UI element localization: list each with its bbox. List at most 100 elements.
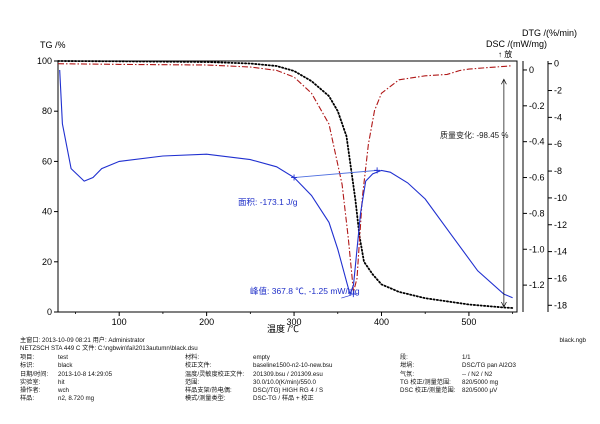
info-value: black	[58, 362, 73, 370]
dtg-tick-label: -4	[554, 112, 562, 122]
dtg-tick-label: -6	[554, 139, 562, 149]
info-value: test	[58, 354, 68, 361]
info-row: 样品: n2, 8.720 mg	[20, 395, 180, 403]
tg-tick-label: 40	[42, 207, 52, 217]
info-row: 日期/时间: 2013-10-8 14:29:05	[20, 371, 180, 379]
dsc-tick-label: 0	[529, 65, 534, 75]
info-row: 坩埚: DSC/TG pan Al2O3	[400, 362, 590, 370]
info-value: 820/5000 mg	[462, 378, 499, 386]
info-column-crucible: 段: 1/1 坩埚: DSC/TG pan Al2O3 气氛: -- / N2 / N2 T…	[400, 354, 590, 395]
info-value: DSC(/TG) HIGH RG 4 / S	[253, 387, 324, 395]
dsc-tick-label: -0.4	[529, 137, 545, 147]
info-row: 校正文件: baseline1500-n2-10-new.bsu	[185, 362, 405, 370]
info-row: 实验室: hit	[20, 379, 180, 387]
info-value: wch	[58, 387, 70, 395]
info-row: 材料: empty	[185, 354, 405, 362]
tg-tick-label: 20	[42, 257, 52, 267]
measurement-info-panel: 主窗口: 2013-10-09 08:21 用户: Administrator …	[20, 337, 586, 409]
info-key: 校正文件:	[185, 362, 212, 370]
info-key: 气氛:	[400, 370, 415, 378]
info-key: 模式/测量类型:	[185, 395, 226, 403]
info-value: empty	[253, 354, 270, 361]
peak-marker	[350, 291, 357, 298]
info-key: 温度/灵敏度校正文件:	[185, 370, 245, 378]
info-row: TG 校正/测量范围: 820/5000 mg	[400, 379, 590, 387]
tg-tick-label: 60	[42, 156, 52, 166]
tg-tick-label: 0	[47, 307, 52, 317]
info-key: 日期/时间:	[20, 370, 49, 378]
dtg-tick-label: -10	[554, 193, 567, 203]
info-value: 1/1	[462, 354, 471, 361]
dtg-tick-label: -14	[554, 247, 567, 257]
info-value: baseline1500-n2-10-new.bsu	[253, 362, 333, 370]
tg-curve	[57, 60, 514, 309]
dtg-tick-label: -12	[554, 220, 567, 230]
info-value: 820/5000 μV	[462, 387, 498, 395]
dsc-tick-label: -0.8	[529, 208, 545, 218]
dsc-curve	[59, 69, 513, 299]
info-key: 操作者:	[20, 387, 41, 395]
peak-leader	[341, 294, 352, 299]
integration-baseline	[294, 169, 378, 178]
info-key: 标识:	[20, 362, 35, 370]
info-key: 材料:	[185, 354, 200, 361]
info-value: DSC/TG pan Al2O3	[462, 362, 516, 370]
x-tick-label: 500	[461, 317, 476, 327]
info-row: 温度/灵敏度校正文件: 201309.bsu / 201309.esu	[185, 371, 405, 379]
x-tick-label: 300	[287, 317, 302, 327]
info-key: TG 校正/测量范围:	[400, 378, 451, 386]
x-axis-title: 温度 /℃	[267, 323, 299, 334]
info-value: 201309.bsu / 201309.esu	[253, 370, 323, 378]
info-value: 30.0/10.0(K/min)/550.0	[253, 378, 316, 386]
plot-frame	[57, 60, 518, 313]
exo-direction-label: ↑ 放	[498, 49, 512, 59]
info-value: DSC-TG / 样品 + 校正	[253, 395, 314, 403]
info-header: 主窗口: 2013-10-09 08:21 用户: Administrator …	[20, 337, 587, 352]
dtg-curve	[57, 63, 513, 293]
info-row: 操作者: wch	[20, 387, 180, 395]
integration-start-marker	[291, 174, 298, 181]
info-key: 段:	[400, 354, 408, 361]
dsc-tick-label: -1.2	[529, 280, 545, 290]
dtg-tick-label: 0	[554, 59, 559, 69]
info-value: 2013-10-8 14:29:05	[58, 370, 113, 378]
info-row: 范围: 30.0/10.0(K/min)/550.0	[185, 379, 405, 387]
tg-tick-label: 100	[37, 56, 52, 66]
info-header-file: black.ngb	[559, 337, 587, 344]
x-tick-label: 200	[199, 317, 214, 327]
dtg-tick-label: -8	[554, 166, 562, 176]
info-row: 气氛: -- / N2 / N2	[400, 371, 590, 379]
info-key: 范围:	[185, 378, 200, 386]
info-row: DSC 校正/测量范围: 820/5000 μV	[400, 387, 590, 395]
integration-end-marker	[374, 167, 381, 174]
mass-change-arrow-top	[501, 78, 507, 85]
info-key: DSC 校正/测量范围:	[400, 387, 456, 395]
dtg-axis-title: DTG /(%/min)	[522, 28, 577, 38]
info-value: hit	[58, 378, 65, 386]
dtg-tick-label: -16	[554, 273, 567, 283]
dsc-axis-title: DSC /(mW/mg)	[486, 39, 547, 49]
info-column-method: 材料: empty 校正文件: baseline1500-n2-10-new.bsu 温…	[185, 354, 405, 404]
info-key: 样品支架/热电偶:	[185, 387, 232, 395]
area-annotation: 面积: -173.1 J/g	[238, 197, 298, 207]
info-key: 实验室:	[20, 378, 41, 386]
dsc-tick-label: -0.2	[529, 101, 545, 111]
dsc-tick-label: -1.0	[529, 244, 545, 254]
mass-change-annotation: 质量变化: -98.45 %	[440, 130, 508, 140]
info-row: 样品支架/热电偶: DSC(/TG) HIGH RG 4 / S	[185, 387, 405, 395]
info-row: 项目: test	[20, 354, 180, 362]
x-tick-label: 100	[112, 317, 127, 327]
dsc-tick-label: -0.6	[529, 173, 545, 183]
info-header-instrument: NETZSCH STA 449 C 文件: C:\ngbwin\fai\2013…	[20, 345, 198, 352]
x-tick-label: 400	[374, 317, 389, 327]
tg-axis-title: TG /%	[40, 40, 66, 50]
info-header-left: 主窗口: 2013-10-09 08:21 用户: Administrator	[20, 337, 145, 344]
mass-change-arrow-bottom	[501, 301, 507, 308]
info-value: -- / N2 / N2	[462, 370, 493, 378]
info-row: 模式/测量类型: DSC-TG / 样品 + 校正	[185, 395, 405, 403]
info-value: n2, 8.720 mg	[58, 395, 95, 403]
info-column-sample: 项目: test 标识: black 日期/时间: 2013-10-8 14:29:05 实…	[20, 354, 180, 404]
info-row: 标识: black	[20, 362, 180, 370]
